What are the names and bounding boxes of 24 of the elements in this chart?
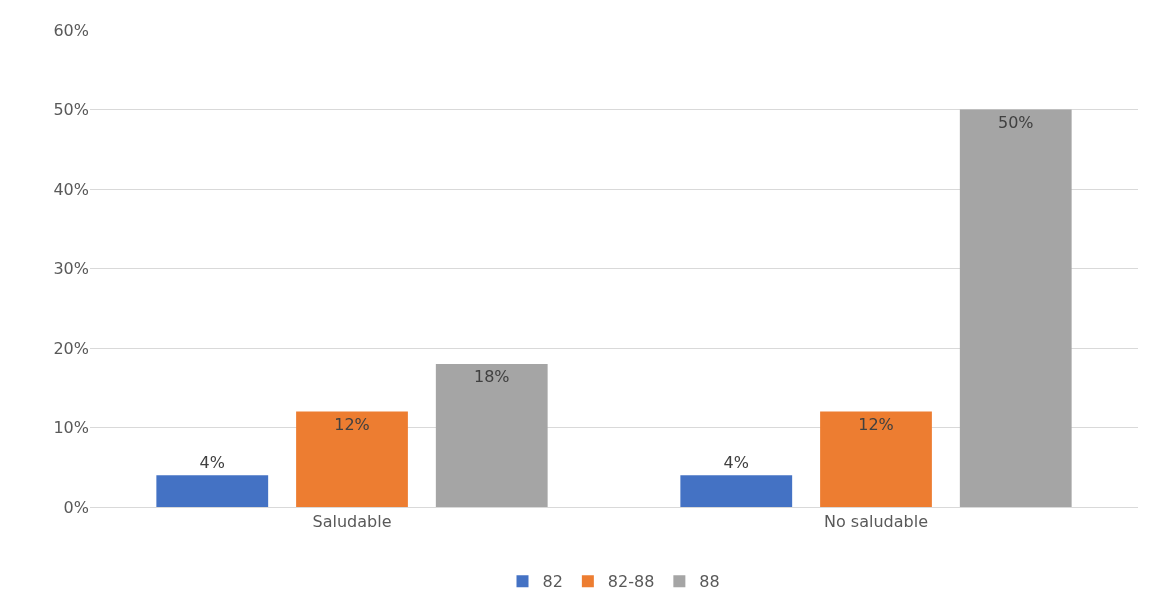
legend-label: 82-88 (607, 572, 655, 592)
bar (820, 411, 932, 507)
data-label: 12% (334, 414, 370, 434)
x-tick-label: Saludable (312, 512, 392, 532)
y-tick-label: 0% (63, 497, 89, 517)
x-tick-label: No saludable (824, 512, 928, 532)
data-label: 4% (199, 453, 225, 473)
y-tick-label: 20% (53, 338, 89, 358)
bar (156, 475, 269, 507)
y-tick-label: 40% (53, 179, 89, 199)
y-tick-label: 10% (53, 418, 89, 438)
bar (296, 411, 408, 507)
bar (680, 475, 793, 507)
y-tick-label: 60% (53, 20, 89, 40)
data-label: 50% (997, 112, 1034, 132)
y-tick-label: 50% (53, 100, 89, 120)
data-label: 18% (473, 366, 510, 386)
data-label: 4% (723, 453, 749, 473)
bar (435, 363, 548, 507)
y-tick-label: 30% (53, 259, 89, 279)
legend-label: 82 (542, 572, 563, 592)
legend-label: 88 (699, 572, 720, 592)
data-label: 12% (858, 414, 894, 434)
bar (959, 109, 1072, 507)
